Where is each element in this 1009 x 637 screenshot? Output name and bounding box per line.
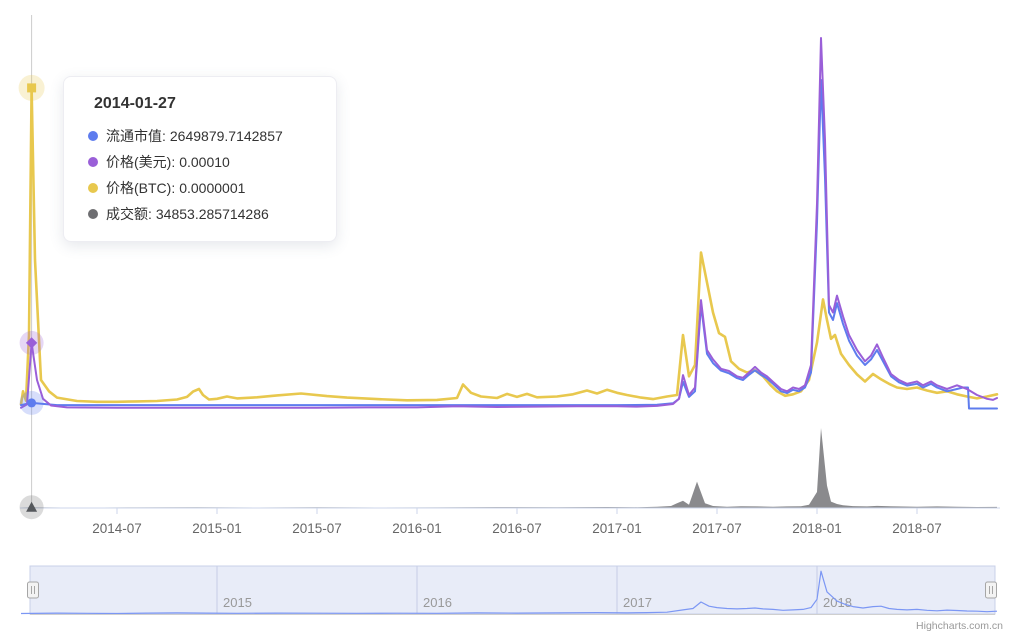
x-axis: 2014-07 2015-01 2015-07 2016-01 2016-07 … <box>20 507 1000 536</box>
tooltip-row: 价格(美元): 0.00010 <box>84 149 316 175</box>
tooltip-series-label: 成交额: <box>106 206 152 222</box>
tooltip-series-value: 0.00010 <box>179 154 230 170</box>
hover-marker-square <box>18 74 45 101</box>
marker-symbol <box>26 501 38 512</box>
tooltip-date: 2014-01-27 <box>94 95 176 112</box>
navigator-handle-right[interactable] <box>985 581 997 599</box>
tooltip-series-value: 0.0000001 <box>179 180 246 196</box>
tooltip-series-label: 流通市值: <box>106 128 166 144</box>
navigator-year-label: 2017 <box>623 595 652 610</box>
series-price-usd-line[interactable] <box>20 37 998 409</box>
navigator-year-label: 2016 <box>423 595 452 610</box>
highcharts-credit[interactable]: Highcharts.com.cn <box>916 620 1003 632</box>
tooltip-series-value: 2649879.7142857 <box>169 128 283 144</box>
tooltip-series-value: 34853.285714286 <box>155 206 269 222</box>
navigator-mask[interactable] <box>29 565 996 615</box>
x-axis-label: 2016-01 <box>392 521 442 536</box>
navigator: 2015 2016 2017 2018 <box>20 565 998 615</box>
x-axis-label: 2015-07 <box>292 521 342 536</box>
tooltip-row: 成交额: 34853.285714286 <box>84 201 316 227</box>
tooltip-series-label: 价格(BTC): <box>106 180 176 196</box>
hover-marker-diamond <box>19 330 44 355</box>
navigator-handle-left-grip[interactable] <box>27 581 39 599</box>
series-dot-price-btc <box>88 183 98 193</box>
tooltip-row: 流通市值: 2649879.7142857 <box>84 123 316 149</box>
series-dot-price-usd <box>88 157 98 167</box>
series-dot-market-cap <box>88 131 98 141</box>
series-volume-area[interactable] <box>21 428 997 508</box>
navigator-year-label: 2015 <box>223 595 252 610</box>
navigator-year-label: 2018 <box>823 595 852 610</box>
series-dot-volume <box>88 209 98 219</box>
x-axis-label: 2016-07 <box>492 521 542 536</box>
tooltip: 2014-01-27 流通市值: 2649879.7142857 价格(美元):… <box>63 76 337 242</box>
hover-marker-circle <box>19 390 44 415</box>
navigator-handle-right-grip[interactable] <box>985 581 997 599</box>
series-price-btc-line[interactable] <box>19 86 999 406</box>
x-axis-label: 2018-07 <box>892 521 942 536</box>
navigator-handle-left[interactable] <box>27 581 39 599</box>
x-axis-label: 2018-01 <box>792 521 842 536</box>
x-axis-label: 2014-07 <box>92 521 142 536</box>
navigator-series-line <box>20 570 998 615</box>
tooltip-row: 价格(BTC): 0.0000001 <box>84 175 316 201</box>
x-axis-label: 2017-07 <box>692 521 742 536</box>
marker-symbol <box>27 398 37 408</box>
x-axis-label: 2017-01 <box>592 521 642 536</box>
marker-symbol <box>27 83 37 93</box>
hover-marker-triangle <box>19 495 44 520</box>
x-axis-label: 2015-01 <box>192 521 242 536</box>
tooltip-series-label: 价格(美元): <box>106 154 176 170</box>
